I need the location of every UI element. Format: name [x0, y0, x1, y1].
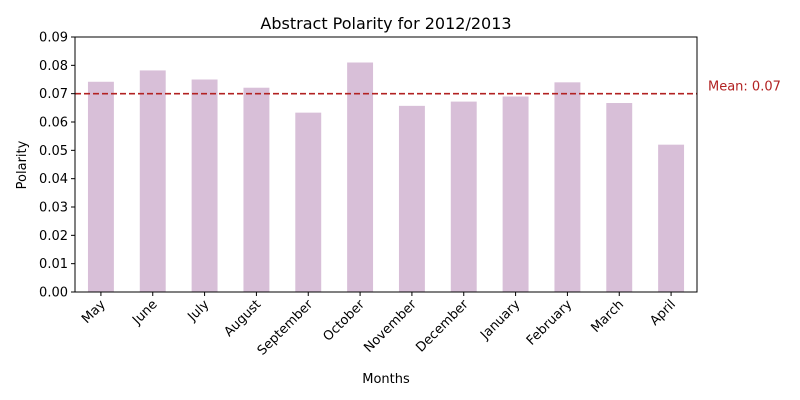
plot-frame: [74, 36, 698, 293]
x-axis-title: Months: [362, 372, 410, 387]
chart-title: Abstract Polarity for 2012/2013: [260, 14, 511, 33]
bar-october: [347, 62, 374, 292]
bar-december: [450, 101, 477, 292]
bar-july: [191, 79, 218, 292]
x-tick-label: December: [413, 297, 472, 356]
y-tick-label: 0.07: [39, 87, 68, 102]
x-tick-label: February: [524, 297, 576, 349]
mean-label: Mean: 0.07: [708, 80, 781, 95]
bar-june: [139, 70, 166, 293]
y-tick-label: 0.03: [39, 201, 68, 216]
bar-september: [295, 112, 322, 293]
bars: [87, 62, 685, 293]
y-tick-label: 0.08: [39, 59, 68, 74]
y-tick-label: 0.04: [39, 172, 68, 187]
x-tick-label: January: [477, 297, 523, 343]
plot-area: Mean: 0.070.000.010.020.030.040.050.060.…: [39, 31, 781, 359]
y-tick-label: 0.05: [39, 144, 68, 159]
x-tick-label: July: [185, 297, 213, 325]
x-tick-label: April: [647, 297, 679, 329]
x-tick-label: June: [129, 297, 160, 328]
x-tick-label: May: [79, 297, 109, 327]
y-tick-label: 0.06: [39, 116, 68, 131]
bar-april: [658, 144, 685, 292]
y-tick-label: 0.00: [39, 286, 68, 301]
bar-february: [554, 82, 581, 292]
bar-november: [398, 105, 425, 292]
x-tick-label: August: [221, 297, 264, 340]
y-axis-title: Polarity: [15, 140, 30, 189]
bar-may: [87, 81, 114, 293]
x-tick-label: October: [321, 297, 369, 345]
bar-january: [502, 96, 529, 292]
bar-march: [606, 103, 633, 293]
y-tick-label: 0.09: [39, 31, 68, 46]
x-tick-label: November: [361, 297, 420, 356]
x-tick-label: March: [588, 297, 627, 336]
y-axis-ticks: 0.00 0.01 0.02 0.03 0.04 0.05 0.06 0.07 0.08 0.09: [39, 31, 75, 301]
x-tick-label: September: [255, 297, 317, 359]
y-tick-label: 0.02: [39, 229, 68, 244]
y-tick-label: 0.01: [39, 257, 68, 272]
bar-august: [243, 87, 270, 292]
